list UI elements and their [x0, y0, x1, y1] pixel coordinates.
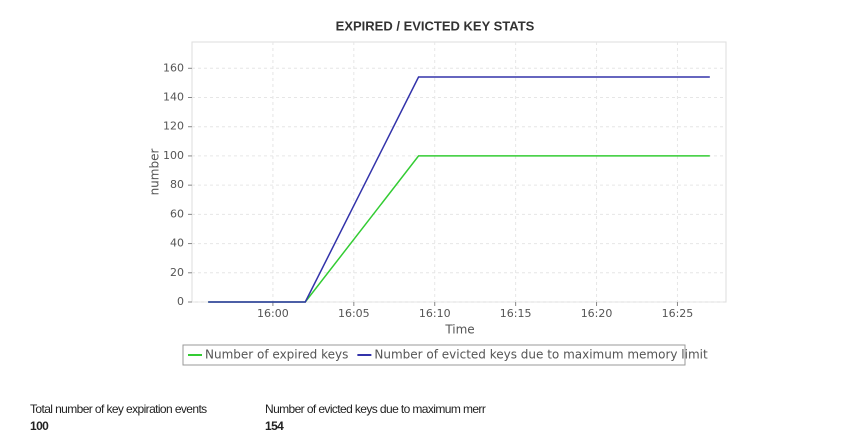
legend [182, 344, 686, 366]
stat: Number of evicted keys due to maximum me… [265, 402, 486, 433]
stat-label: Number of evicted keys due to maximum me… [265, 402, 486, 416]
y-tick-label: 60 [170, 207, 184, 220]
y-tick-label: 140 [163, 91, 184, 104]
y-tick-label: 0 [177, 295, 184, 308]
x-tick-label: 16:15 [500, 307, 532, 320]
x-axis-label: Time [444, 323, 474, 337]
plot-area [191, 41, 727, 303]
y-tick-label: 80 [170, 178, 184, 191]
stat: Total number of key expiration events 100 [30, 402, 207, 433]
legend-label: Number of evicted keys due to maximum me… [374, 348, 708, 362]
x-tick-label: 16:05 [338, 307, 370, 320]
legend-label: Number of expired keys [205, 348, 348, 362]
x-tick-label: 16:25 [662, 307, 694, 320]
stat-value: 154 [265, 419, 284, 433]
y-tick-label: 20 [170, 266, 184, 279]
chart: EXPIRED / EVICTED KEY STATS Time number … [148, 18, 727, 366]
stat-label: Total number of key expiration events [30, 402, 207, 416]
y-tick-label: 120 [163, 120, 184, 133]
x-tick-label: 16:10 [419, 307, 451, 320]
chart-title: EXPIRED / EVICTED KEY STATS [336, 18, 535, 33]
y-axis-label: number [148, 149, 162, 196]
x-tick-label: 16:00 [257, 307, 289, 320]
stat-value: 100 [30, 419, 49, 433]
y-tick-label: 100 [163, 149, 184, 162]
x-tick-label: 16:20 [581, 307, 613, 320]
y-tick-label: 160 [163, 61, 184, 74]
series-line [208, 76, 710, 303]
y-tick-label: 40 [170, 237, 184, 250]
series-line [208, 155, 710, 303]
